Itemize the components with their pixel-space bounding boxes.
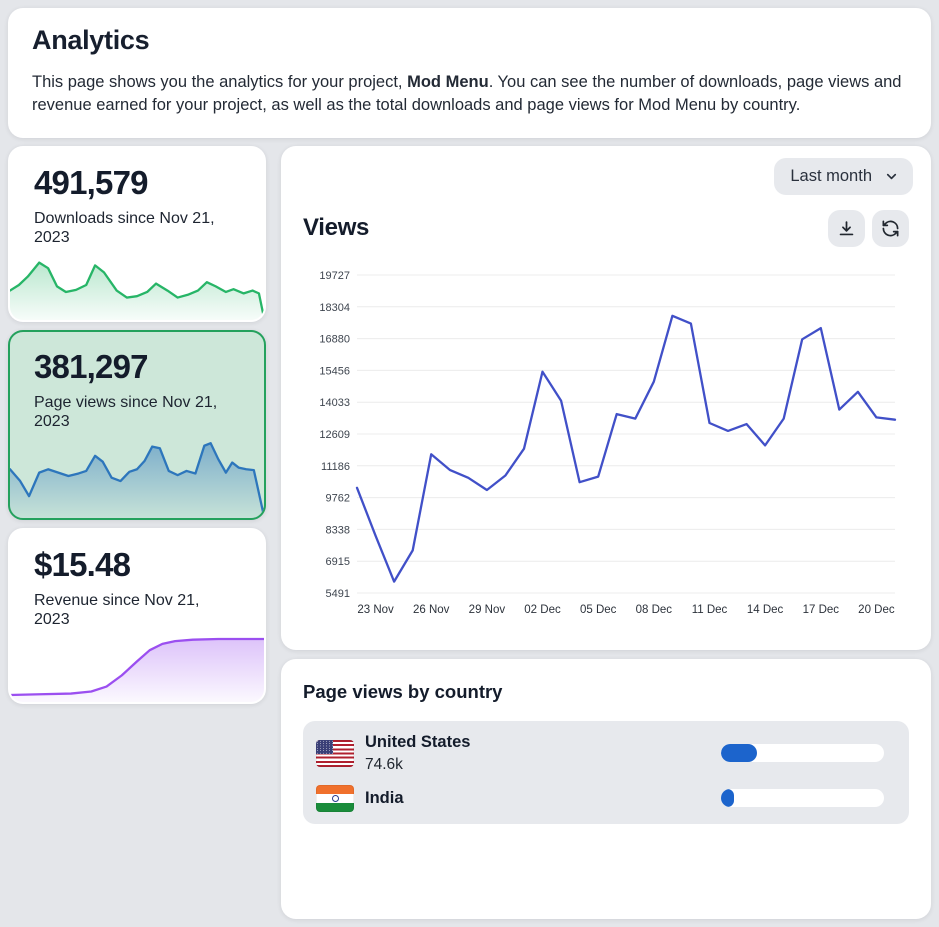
- svg-text:5491: 5491: [326, 588, 350, 600]
- stat-card-text: $15.48 Revenue since Nov 21, 2023: [10, 530, 264, 630]
- country-info: United States 74.6k: [365, 733, 721, 774]
- svg-text:12609: 12609: [319, 429, 350, 441]
- date-range-dropdown[interactable]: Last month: [774, 157, 913, 195]
- in-flag-icon: [316, 784, 354, 812]
- svg-text:8338: 8338: [326, 524, 350, 536]
- stat-card-revenue[interactable]: $15.48 Revenue since Nov 21, 2023: [8, 527, 266, 704]
- views-line-chart: 5491 6915 8338 9762 11186 12609 14033 15456 1688…: [299, 261, 913, 622]
- country-row-in: India: [316, 784, 896, 812]
- download-icon: [839, 221, 854, 236]
- sparkline-page-views: [10, 434, 264, 518]
- svg-text:16880: 16880: [319, 333, 350, 345]
- sparkline-downloads: [10, 250, 264, 320]
- country-panel-title: Page views by country: [303, 680, 503, 702]
- svg-text:08 Dec: 08 Dec: [636, 604, 673, 616]
- analytics-header-card: Analytics This page shows you the analyt…: [8, 8, 931, 138]
- svg-text:14 Dec: 14 Dec: [747, 604, 784, 616]
- svg-text:11186: 11186: [321, 461, 350, 473]
- svg-text:9762: 9762: [326, 492, 350, 504]
- us-flag-icon: [316, 739, 354, 767]
- svg-text:18304: 18304: [319, 302, 350, 314]
- stat-value: $15.48: [34, 545, 131, 583]
- stat-label: Revenue since Nov 21, 2023: [34, 591, 200, 629]
- stat-card-page-views[interactable]: 381,297 Page views since Nov 21, 2023: [8, 329, 266, 520]
- svg-text:26 Nov: 26 Nov: [413, 604, 450, 616]
- date-range-label: Last month: [790, 166, 872, 185]
- description-after: . You can see the number of downloads, p…: [32, 73, 902, 115]
- project-name: Mod Menu: [407, 73, 489, 91]
- description-before: This page shows you the analytics for yo…: [32, 73, 408, 91]
- stat-label: Downloads since Nov 21, 2023: [34, 209, 215, 247]
- country-list: United States 74.6k India: [303, 720, 909, 824]
- country-progress-fill: [721, 789, 735, 808]
- svg-text:23 Nov: 23 Nov: [357, 604, 394, 616]
- stat-card-text: 491,579 Downloads since Nov 21, 2023: [10, 148, 264, 248]
- download-csv-button[interactable]: [828, 209, 865, 247]
- svg-text:20 Dec: 20 Dec: [858, 604, 895, 616]
- svg-text:14033: 14033: [319, 397, 350, 409]
- stat-value: 491,579: [34, 163, 148, 201]
- svg-text:19727: 19727: [319, 270, 350, 282]
- stat-card-downloads[interactable]: 491,579 Downloads since Nov 21, 2023: [8, 145, 266, 322]
- svg-text:6915: 6915: [326, 556, 350, 568]
- country-page-views-value: 74.6k: [365, 755, 403, 773]
- country-progress-bar: [721, 789, 884, 808]
- page-title: Analytics: [32, 25, 150, 55]
- country-progress-bar: [721, 744, 884, 763]
- stat-card-text: 381,297 Page views since Nov 21, 2023: [10, 332, 264, 432]
- country-name: India: [365, 788, 404, 807]
- country-row-us: United States 74.6k: [316, 733, 896, 774]
- svg-text:05 Dec: 05 Dec: [580, 604, 617, 616]
- sparkline-revenue: [10, 632, 264, 702]
- chevron-down-icon: [886, 173, 897, 180]
- page-views-by-country-card: Page views by country United States 74.6k…: [281, 658, 931, 919]
- svg-text:15456: 15456: [319, 365, 350, 377]
- svg-text:29 Nov: 29 Nov: [469, 604, 506, 616]
- country-info: India: [365, 789, 721, 808]
- svg-text:17 Dec: 17 Dec: [803, 604, 840, 616]
- svg-text:11 Dec: 11 Dec: [692, 604, 728, 616]
- views-chart-card: Last month Views: [281, 145, 931, 650]
- country-progress-fill: [721, 744, 757, 763]
- country-name: United States: [365, 732, 471, 751]
- page-description: This page shows you the analytics for yo…: [32, 71, 907, 118]
- stat-card-column: 491,579 Downloads since Nov 21, 2023 381,2…: [8, 145, 266, 704]
- views-title: Views: [303, 214, 370, 242]
- refresh-icon: [882, 220, 899, 237]
- stat-label: Page views since Nov 21, 2023: [34, 393, 218, 431]
- stat-value: 381,297: [34, 347, 148, 385]
- svg-text:02 Dec: 02 Dec: [524, 604, 561, 616]
- refresh-icon-button[interactable]: [872, 209, 909, 247]
